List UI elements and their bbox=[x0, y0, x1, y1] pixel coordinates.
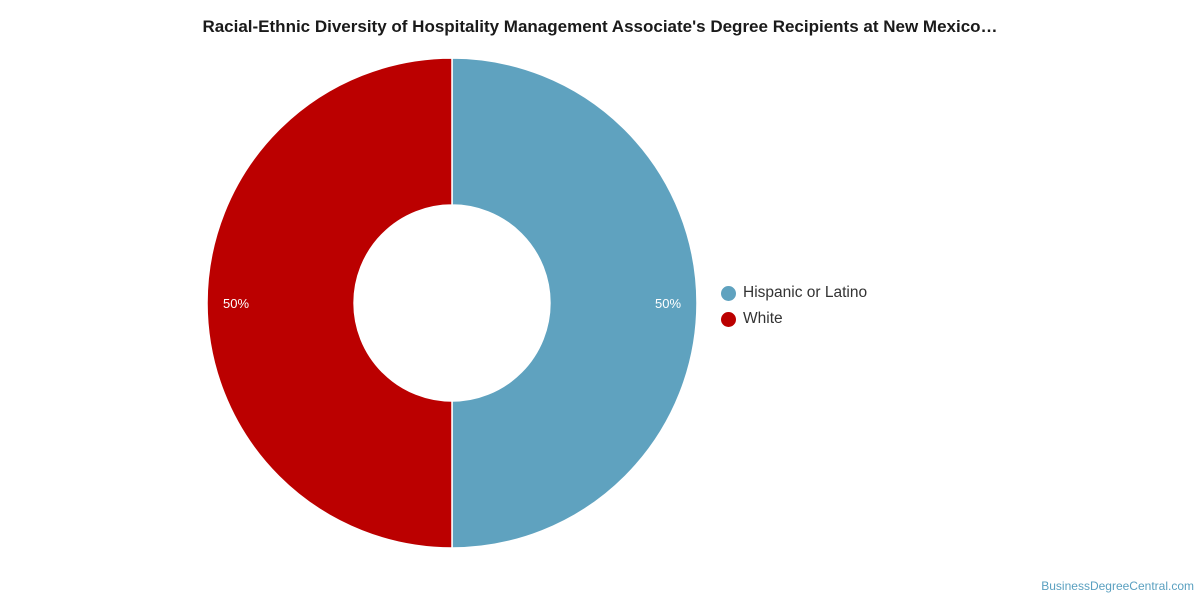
chart-title: Racial-Ethnic Diversity of Hospitality M… bbox=[202, 17, 998, 36]
legend-label: White bbox=[743, 310, 783, 327]
data-label-hispanic-or-latino: 50% bbox=[655, 296, 681, 311]
data-label-white: 50% bbox=[223, 296, 249, 311]
slice-white[interactable] bbox=[206, 57, 453, 549]
legend-item-hispanic-or-latino[interactable]: Hispanic or Latino bbox=[721, 280, 867, 306]
watermark[interactable]: BusinessDegreeCentral.com bbox=[1041, 579, 1194, 593]
legend-swatch-white bbox=[721, 311, 736, 327]
legend-label: Hispanic or Latino bbox=[743, 284, 868, 301]
legend-item-white[interactable]: White bbox=[721, 306, 867, 332]
legend: Hispanic or Latino White bbox=[721, 280, 867, 332]
slice-hispanic-or-latino[interactable] bbox=[451, 57, 698, 549]
legend-swatch-hispanic-or-latino bbox=[721, 285, 736, 301]
